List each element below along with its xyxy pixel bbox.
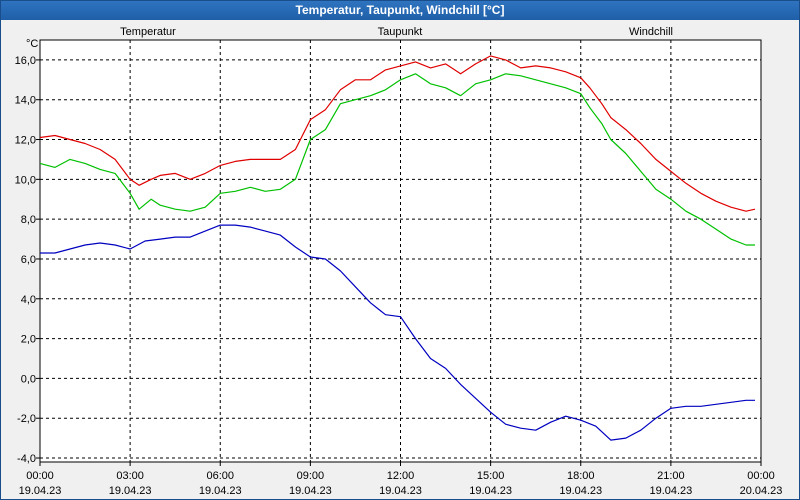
x-tick-date: 19.04.23 (199, 485, 242, 497)
y-tick-label: -2,0 (17, 413, 36, 425)
x-tick-time: 00:00 (26, 470, 54, 482)
x-tick-date: 19.04.23 (649, 485, 692, 497)
x-tick-date: 19.04.23 (379, 485, 422, 497)
y-tick-label: 6,0 (21, 254, 36, 266)
axes-frame (39, 39, 762, 463)
legend-temperatur: Temperatur (120, 26, 176, 38)
x-tick-date: 19.04.23 (19, 485, 62, 497)
x-tick-time: 06:00 (206, 470, 234, 482)
window-title: Temperatur, Taupunkt, Windchill [°C] (1, 1, 799, 20)
x-tick-time: 15:00 (477, 470, 505, 482)
y-tick-label: 14,0 (15, 95, 36, 107)
x-tick-date: 20.04.23 (740, 485, 783, 497)
y-tick-label: 8,0 (21, 214, 36, 226)
x-tick-time: 09:00 (297, 470, 325, 482)
x-tick-date: 19.04.23 (109, 485, 152, 497)
legend-taupunkt: Taupunkt (378, 26, 423, 38)
x-tick-time: 18:00 (567, 470, 595, 482)
x-tick-date: 19.04.23 (289, 485, 332, 497)
y-tick-label: -4,0 (17, 453, 36, 465)
series-line-taupunkt (40, 224, 755, 441)
y-tick-label: 0,0 (21, 373, 36, 385)
series-line-temperatur (39, 55, 756, 212)
x-tick-time: 12:00 (387, 470, 415, 482)
y-tick-label: 10,0 (15, 174, 36, 186)
y-tick-label: 2,0 (21, 334, 36, 346)
x-tick-date: 19.04.23 (469, 485, 512, 497)
y-tick-label: 12,0 (15, 135, 36, 147)
x-tick-time: 03:00 (116, 470, 144, 482)
legend-windchill: Windchill (629, 26, 673, 38)
x-tick-time: 21:00 (657, 470, 685, 482)
y-tick-label: 16,0 (15, 55, 36, 67)
y-axis-unit: °C (26, 38, 38, 50)
y-tick-label: 4,0 (21, 294, 36, 306)
gridlines (36, 40, 762, 466)
x-tick-date: 19.04.23 (559, 485, 602, 497)
series-line-windchill (39, 73, 755, 246)
x-tick-time: 00:00 (747, 470, 775, 482)
